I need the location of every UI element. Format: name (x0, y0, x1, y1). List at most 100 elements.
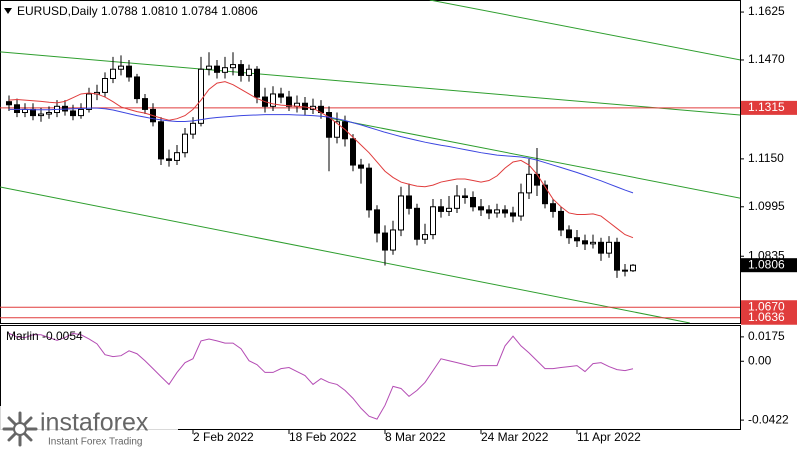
candle-body (510, 212, 516, 217)
candle-body (134, 76, 140, 100)
candle-body (254, 68, 260, 98)
watermark-brand: instaforex (40, 409, 149, 437)
candle-body (550, 203, 556, 212)
watermark: instaforex Instant Forex Trading (0, 406, 178, 451)
candle-body (46, 112, 52, 115)
indicator-label: Marlin -0.0054 (6, 329, 83, 343)
y-tick-label: 1.1625 (748, 4, 785, 18)
candle-body (382, 232, 388, 251)
indicator-pane-frame (0, 325, 741, 430)
candle-body (622, 269, 628, 272)
y-tick-label: 1.0995 (748, 199, 785, 213)
candle-body (438, 206, 444, 212)
candle-body (166, 158, 172, 161)
candle-body (494, 209, 500, 214)
x-tick-label: 8 Mar 2022 (385, 430, 446, 444)
candle-body (406, 195, 412, 209)
candle-body (374, 209, 380, 234)
price-label: 1.0806 (748, 257, 785, 271)
indicator-plot (8, 332, 634, 420)
candle-body (566, 229, 572, 239)
candle-body (118, 65, 124, 70)
x-tick-label: 11 Apr 2022 (577, 430, 641, 444)
candle-body (630, 264, 636, 272)
candle-body (518, 192, 524, 217)
candle-body (526, 173, 532, 194)
level-label: 1.1315 (748, 100, 785, 114)
candle-body (102, 78, 108, 93)
candle-body (582, 240, 588, 245)
candle-body (558, 210, 564, 231)
trendline (0, 186, 690, 323)
x-tick-label: 2 Feb 2022 (193, 430, 254, 444)
candle-body (182, 133, 188, 154)
candle-body (38, 113, 44, 117)
x-tick-label: 18 Feb 2022 (289, 430, 357, 444)
candle-body (110, 68, 116, 80)
candle-body (78, 108, 84, 117)
candle-body (158, 121, 164, 160)
candle-body (470, 197, 476, 208)
candle-body (534, 173, 540, 186)
indicator-line (8, 332, 634, 420)
candle-body (350, 138, 356, 166)
candle-body (238, 64, 244, 76)
candle-body (206, 65, 212, 70)
moving-average (8, 81, 634, 239)
candle-body (246, 68, 252, 76)
candle-body (286, 96, 292, 107)
candle-body (6, 101, 12, 106)
indicator-tick-label: -0.0422 (748, 412, 789, 426)
candle-body (174, 152, 180, 161)
candle-body (14, 104, 20, 114)
candle-body (590, 241, 596, 245)
candle-body (486, 209, 492, 214)
candle-body (342, 121, 348, 140)
candle-body (454, 195, 460, 209)
candle-body (86, 93, 92, 110)
candle-body (198, 68, 204, 124)
trendline (329, 117, 740, 199)
y-tick-label: 1.1470 (748, 52, 785, 66)
candle-body (606, 241, 612, 254)
y-tick-label: 1.1150 (748, 151, 784, 165)
indicator-tick-label: 0.00 (748, 353, 772, 367)
moving-average (9, 107, 634, 194)
candle-body (614, 241, 620, 271)
trendline (429, 0, 740, 61)
candle-body (126, 65, 132, 78)
chart-title: EURUSD,Daily 1.0788 1.0810 1.0784 1.0806 (17, 4, 258, 18)
candle-body (390, 229, 396, 251)
candle-body (358, 164, 364, 169)
candle-body (278, 93, 284, 98)
x-tick-label: 24 Mar 2022 (481, 430, 549, 444)
level-label-bg (741, 300, 797, 315)
candle-body (430, 206, 436, 236)
candle-body (70, 110, 76, 117)
main-plot (0, 0, 740, 323)
candle-body (270, 93, 276, 107)
candle-body (190, 122, 196, 135)
candle-body (142, 98, 148, 110)
main-pane-frame (0, 0, 741, 324)
candle-body (230, 64, 236, 69)
indicator-tick-label: 0.0175 (748, 329, 785, 343)
candle-body (222, 67, 228, 73)
candle-body (414, 207, 420, 240)
level-label-bg (741, 310, 797, 325)
candle-body (502, 209, 508, 214)
watermark-slogan: Instant Forex Trading (48, 437, 143, 448)
candle-body (334, 121, 340, 138)
candle-body (326, 112, 332, 138)
candle-body (398, 195, 404, 231)
candle-body (446, 207, 452, 212)
candle-body (214, 65, 220, 73)
menu-arrow[interactable] (4, 8, 12, 14)
price-label-bg (741, 258, 797, 273)
candle-body (598, 241, 604, 254)
candle-body (422, 234, 428, 240)
level-label: 1.0670 (748, 299, 785, 313)
level-label: 1.0636 (748, 310, 785, 324)
candle-body (366, 167, 372, 211)
